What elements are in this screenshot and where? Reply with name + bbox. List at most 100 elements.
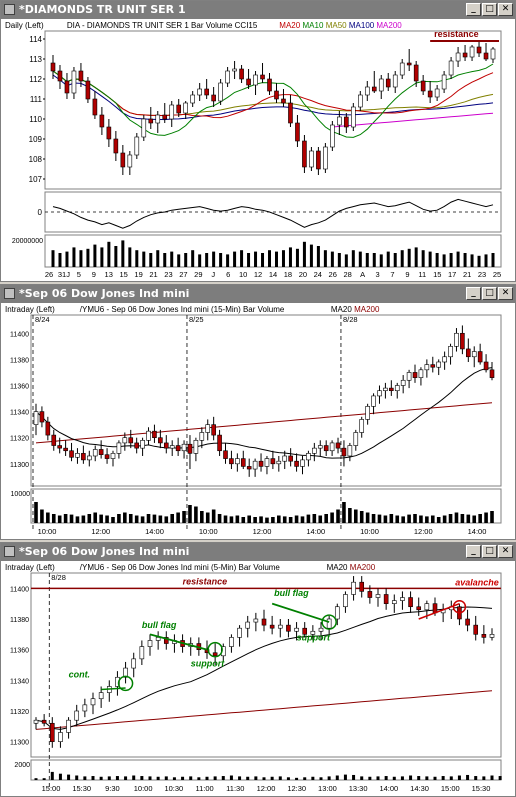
price-bar <box>489 634 495 638</box>
continuation-annotation: cont. <box>69 669 91 679</box>
x-tick-label: 10:00 <box>134 784 153 793</box>
volume-bar <box>324 514 328 523</box>
volume-bar <box>211 509 216 523</box>
minimize-button[interactable]: _ <box>466 3 481 16</box>
volume-bar <box>182 511 186 523</box>
price-bar <box>462 52 468 58</box>
x-tick-label: 14:00 <box>145 527 164 536</box>
ma20-line <box>52 70 494 119</box>
price-bar <box>181 443 187 452</box>
price-bar <box>391 600 397 604</box>
price-bar <box>469 46 475 58</box>
price-bar <box>116 442 122 454</box>
volume-bar <box>419 515 423 523</box>
volume-bar <box>365 512 370 523</box>
chart-window-diamonds[interactable]: *DIAMONDS TR UNIT SER 1 _ □ ✕ Daily (Lef… <box>0 0 516 282</box>
x-tick-label: 14:30 <box>410 784 429 793</box>
volume-bar <box>407 514 411 523</box>
x-tick-label: 10:00 <box>360 527 379 536</box>
volume-bar <box>164 516 169 523</box>
price-bar <box>408 597 413 608</box>
y-tick-label: 110 <box>29 115 42 124</box>
window-title: *Sep 06 Dow Jones Ind mini <box>19 545 190 558</box>
price-bar <box>359 581 365 592</box>
price-bar <box>131 658 137 669</box>
chart-header-label: /YMU6 - Sep 06 Dow Jones Ind mini (5-Min… <box>80 563 281 572</box>
volume-bar <box>93 512 98 523</box>
price-bar <box>155 114 161 124</box>
chart-header-label: MA200 <box>350 563 376 572</box>
chart-header-label: MA100 <box>349 21 375 30</box>
volume-bar <box>212 251 216 267</box>
volume-bar <box>205 776 209 780</box>
price-bar <box>134 442 139 449</box>
resistance-annotation: resistance <box>434 29 479 39</box>
chart-window-5min[interactable]: *Sep 06 Dow Jones Ind mini _ □ ✕ Intrada… <box>0 542 516 797</box>
volume-bar <box>435 253 439 267</box>
minimize-button[interactable]: _ <box>466 545 481 558</box>
maximize-button[interactable]: □ <box>482 545 497 558</box>
volume-bar <box>358 251 362 267</box>
chart-window-icon <box>4 546 15 557</box>
price-bar <box>63 447 68 452</box>
price-bar <box>483 361 489 371</box>
window-title-bar[interactable]: *Sep 06 Dow Jones Ind mini _ □ ✕ <box>1 543 515 561</box>
intraday-5min-chart-panel[interactable]: Intraday (Left) /YMU6 - Sep 06 Dow Jones … <box>1 561 515 796</box>
resistance-annotation: resistance <box>183 576 228 586</box>
price-bar <box>277 624 283 629</box>
volume-bar <box>425 776 429 780</box>
volume-bar <box>50 771 54 780</box>
window-title-bar[interactable]: *DIAMONDS TR UNIT SER 1 _ □ ✕ <box>1 1 515 19</box>
volume-bar <box>247 253 251 267</box>
chart-window-15min[interactable]: *Sep 06 Dow Jones Ind mini _ □ ✕ Intrada… <box>0 284 516 540</box>
volume-plot-frame <box>30 759 502 781</box>
cci-line <box>52 198 494 229</box>
ma20-line <box>35 606 493 730</box>
price-bar <box>183 102 188 114</box>
close-button[interactable]: ✕ <box>498 545 513 558</box>
x-tick-label: 12:00 <box>414 527 433 536</box>
price-bar <box>302 140 307 168</box>
close-button[interactable]: ✕ <box>498 287 513 300</box>
maximize-button[interactable]: □ <box>482 3 497 16</box>
daily-chart-panel[interactable]: Daily (Left) DIA - DIAMONDS TR UNIT SER 1… <box>1 19 515 281</box>
y-tick-label: 11400 <box>10 586 29 593</box>
volume-bar <box>318 515 323 523</box>
chart-header-label: MA200 <box>354 305 380 314</box>
volume-bar <box>198 254 202 267</box>
volume-bar <box>460 514 465 523</box>
x-tick-label: 13:30 <box>349 784 368 793</box>
x-tick-label: 19 <box>134 270 142 279</box>
price-bar <box>258 460 264 467</box>
volume-bar <box>288 247 292 267</box>
window-title-bar[interactable]: *Sep 06 Dow Jones Ind mini _ □ ✕ <box>1 285 515 303</box>
price-bar <box>110 453 116 459</box>
volume-bar <box>176 512 180 523</box>
chart-header-label: MA200 <box>376 21 402 30</box>
minimize-button[interactable]: _ <box>466 287 481 300</box>
maximize-button[interactable]: □ <box>482 287 497 300</box>
price-bar <box>466 348 471 358</box>
continuation-circle-marker <box>117 675 134 692</box>
price-bar <box>430 364 436 368</box>
volume-bar <box>181 776 185 780</box>
volume-bar <box>170 514 175 523</box>
price-bar <box>295 122 300 142</box>
price-bar <box>58 732 63 742</box>
intraday-15min-chart-panel[interactable]: Intraday (Left) /YMU6 - Sep 06 Dow Jones … <box>1 303 515 539</box>
close-button[interactable]: ✕ <box>498 3 513 16</box>
price-bar <box>460 332 465 350</box>
price-bar <box>394 385 400 392</box>
price-bar <box>400 597 405 601</box>
x-tick-label: A <box>360 270 365 279</box>
price-bar <box>316 150 321 170</box>
price-bar <box>448 60 454 76</box>
price-bar <box>318 627 324 632</box>
volume-bar <box>400 776 404 780</box>
price-plot-frame <box>44 30 502 190</box>
volume-bar <box>75 516 80 523</box>
price-bar <box>205 424 211 433</box>
price-bar <box>106 126 112 140</box>
volume-bar <box>200 511 204 523</box>
price-bar <box>276 460 282 465</box>
